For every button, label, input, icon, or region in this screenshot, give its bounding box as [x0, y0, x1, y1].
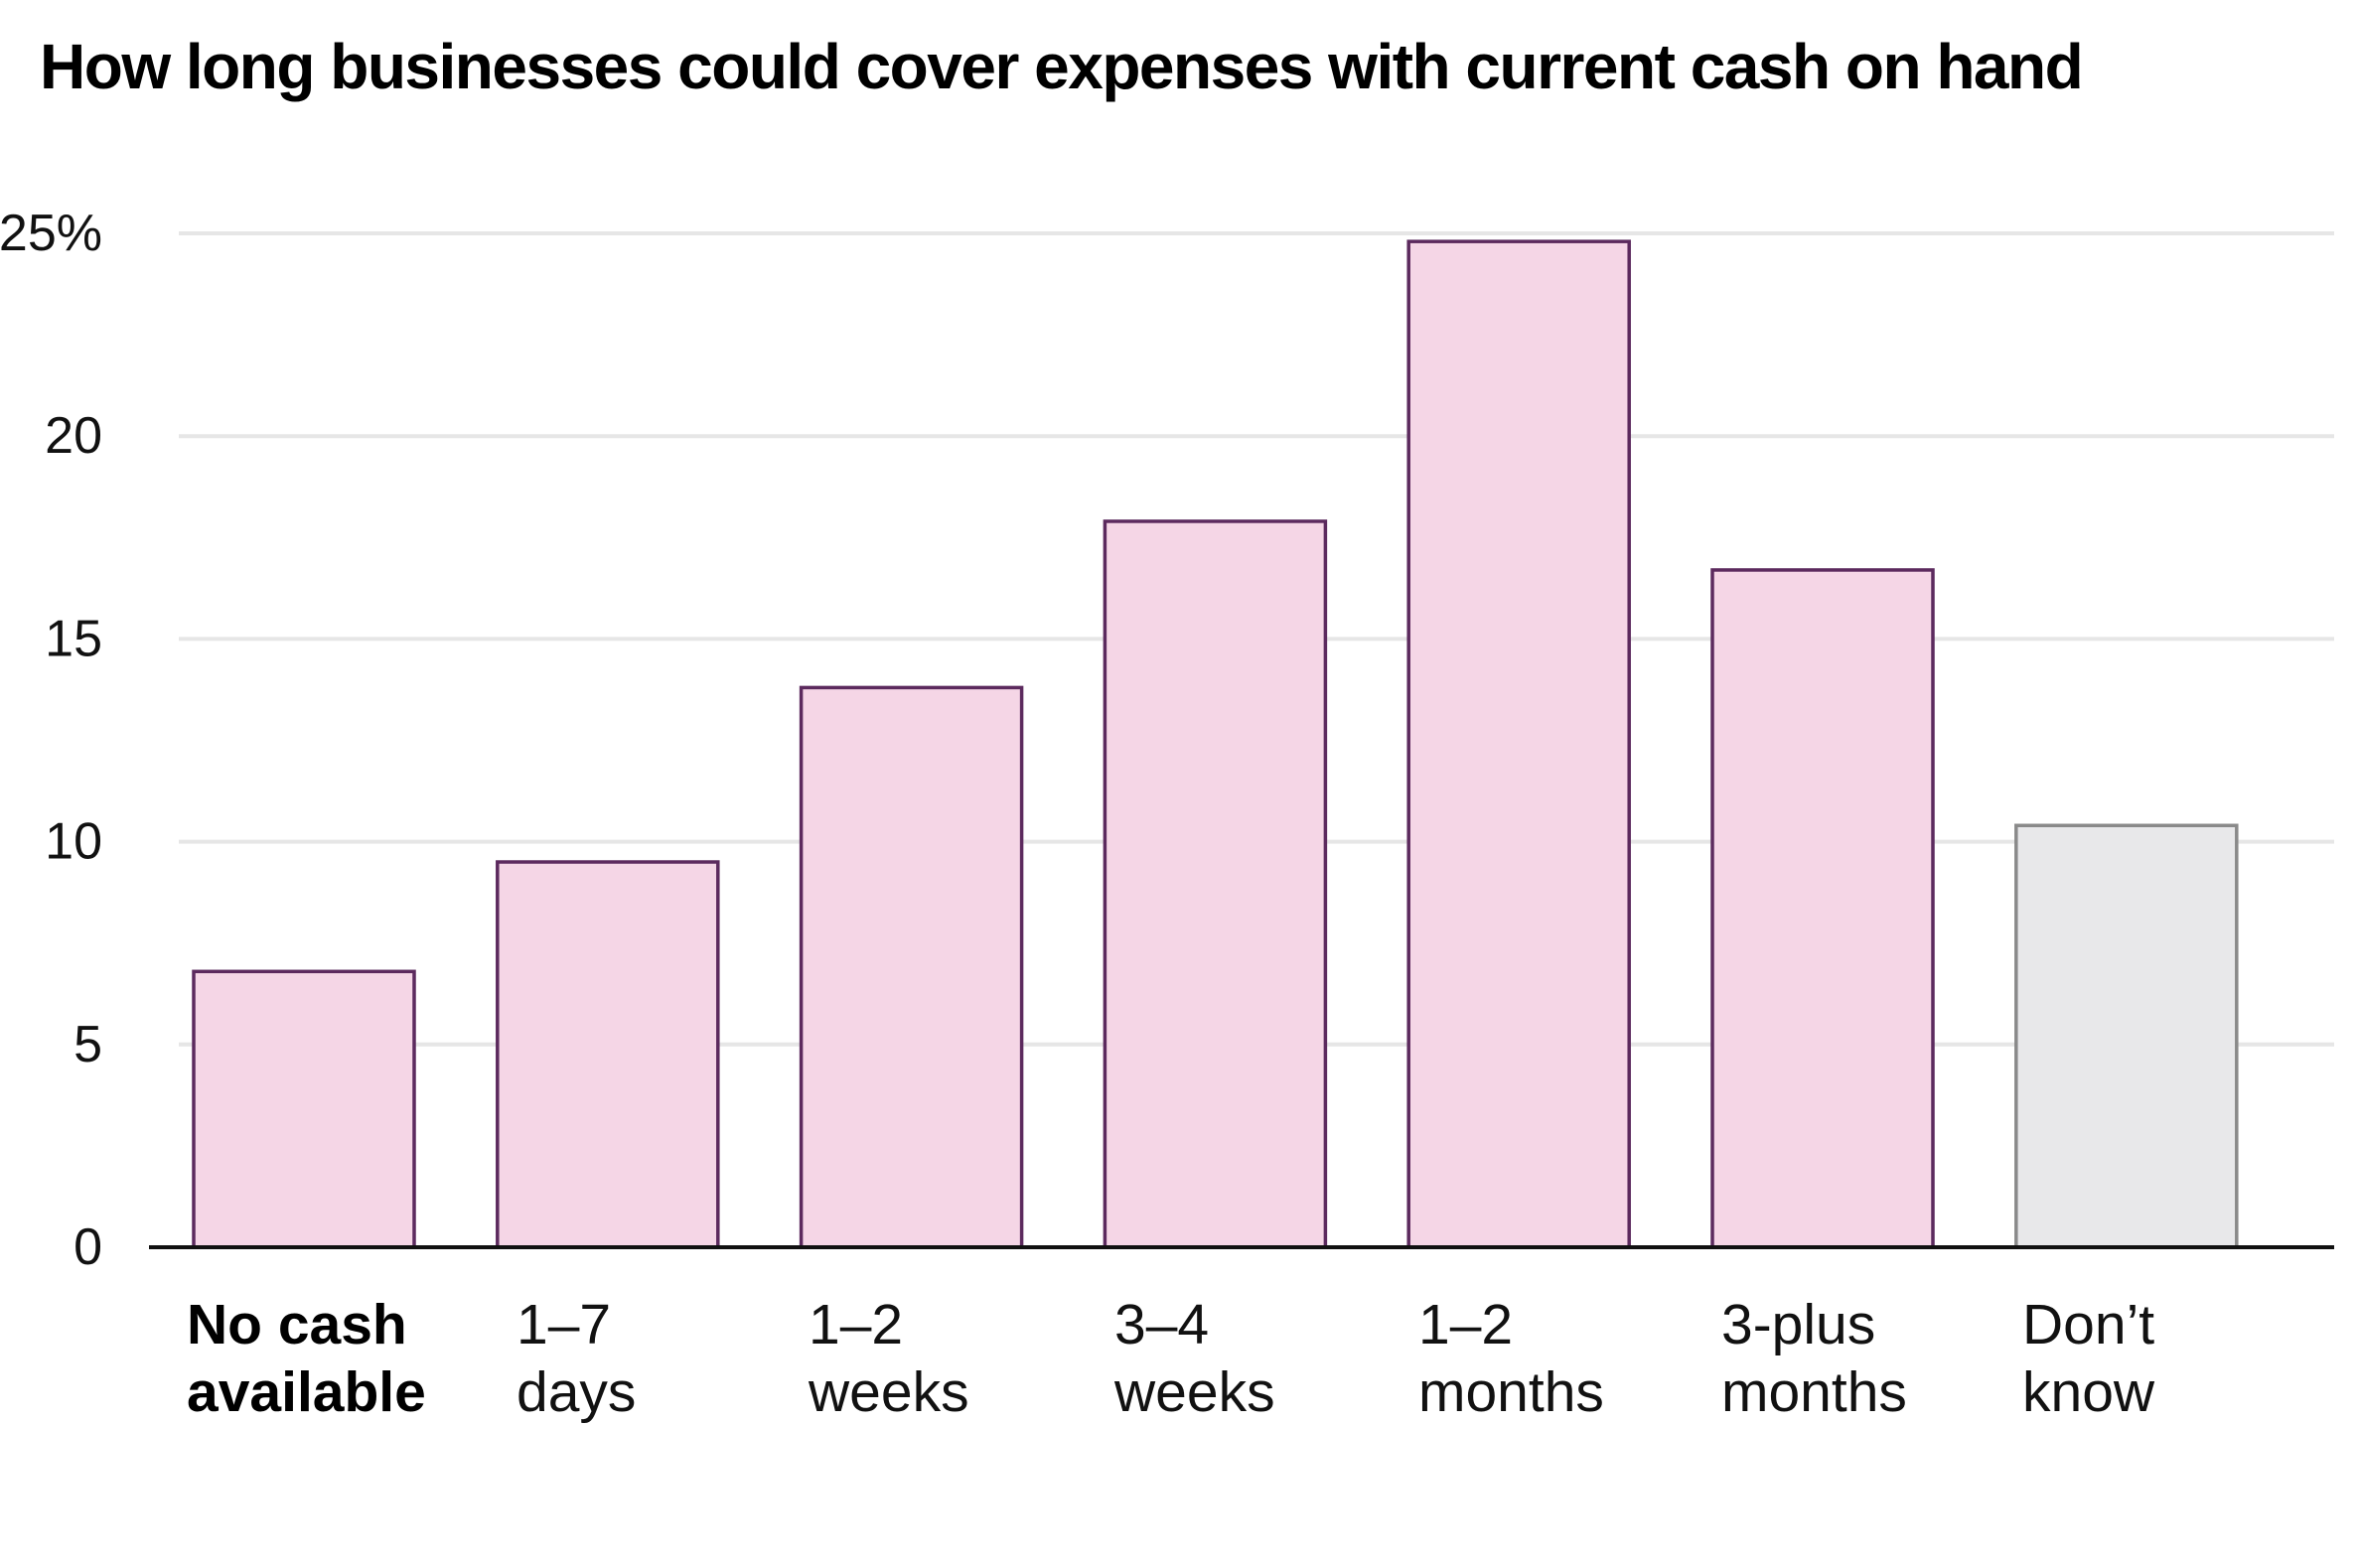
x-tick-label-line: No cash	[187, 1293, 407, 1356]
x-tick-label-line: 1–2	[1418, 1293, 1513, 1356]
bar	[2014, 823, 2239, 1249]
x-tick-label: 1–7 days	[516, 1293, 636, 1424]
x-tick-label-line: weeks	[808, 1360, 969, 1424]
bar	[1406, 239, 1631, 1249]
x-tick-label-line: know	[2022, 1360, 2155, 1424]
bars	[192, 239, 2239, 1249]
x-tick-label: 1–2 weeks	[808, 1293, 969, 1424]
x-tick-label-line: 1–7	[516, 1293, 611, 1356]
x-tick-label-line: weeks	[1113, 1360, 1275, 1424]
bar	[192, 969, 416, 1249]
y-axis-ticks: 0 5 10 15 20 25%	[0, 205, 102, 1276]
y-tick-label: 15	[45, 610, 102, 667]
x-tick-label: No cash available	[187, 1293, 426, 1424]
y-tick-label: 5	[74, 1016, 102, 1073]
x-tick-label-line: Don’t	[2022, 1293, 2154, 1356]
y-tick-label: 10	[45, 813, 102, 871]
y-tick-label: 0	[74, 1218, 102, 1276]
y-tick-label: 25%	[0, 205, 102, 262]
x-tick-label-line: 3–4	[1114, 1293, 1209, 1356]
x-tick-label-line: available	[187, 1360, 426, 1424]
bar	[1710, 568, 1935, 1249]
bar	[1103, 519, 1328, 1249]
x-tick-label-line: 1–2	[809, 1293, 903, 1356]
x-tick-label: 3–4 weeks	[1113, 1293, 1275, 1424]
x-tick-label-line: months	[1721, 1360, 1907, 1424]
x-tick-label: Don’t know	[2022, 1293, 2155, 1424]
x-tick-label: 1–2 months	[1418, 1293, 1604, 1424]
chart-title: How long businesses could cover expenses…	[40, 31, 2084, 102]
bar	[799, 685, 1024, 1249]
bar	[496, 860, 720, 1249]
x-tick-label-line: months	[1418, 1360, 1604, 1424]
x-tick-label: 3-plus months	[1721, 1293, 1907, 1424]
y-tick-label: 20	[45, 407, 102, 465]
x-tick-label-line: days	[516, 1360, 636, 1424]
x-tick-label-line: 3-plus	[1721, 1293, 1875, 1356]
